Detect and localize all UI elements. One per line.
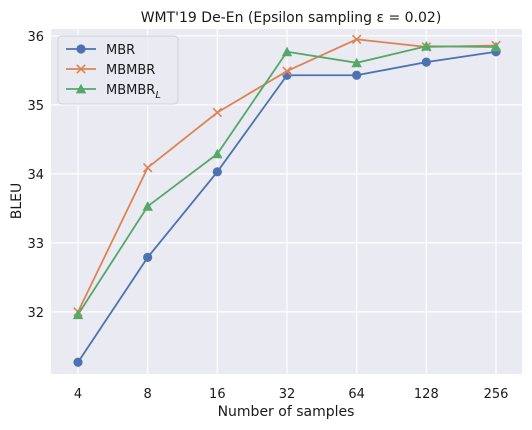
legend-mbmbr-point xyxy=(76,64,86,74)
series-mbmbr-point xyxy=(212,107,223,118)
series-mbr-point xyxy=(212,167,222,177)
x-tick-label: 256 xyxy=(484,387,509,402)
series-mbmbr-l-point xyxy=(281,46,293,57)
y-axis-label: BLEU xyxy=(9,183,25,220)
x-tick-label: 64 xyxy=(348,387,365,402)
x-tick-label: 128 xyxy=(414,387,439,402)
legend-entry-mbr: MBR xyxy=(66,43,135,58)
x-tick-label: 4 xyxy=(74,387,82,402)
legend-mbmbr-l-point xyxy=(75,83,87,94)
legend-label: MBR xyxy=(106,43,135,58)
y-tick-label: 32 xyxy=(27,306,44,321)
y-tick-label: 36 xyxy=(27,30,44,45)
series-layer xyxy=(72,34,502,367)
legend-box xyxy=(57,35,179,105)
series-mbmbr-l-point xyxy=(212,148,223,159)
legend: MBR MBMBR MBMBRL xyxy=(57,35,179,105)
y-tick-labels: 32 33 34 35 36 xyxy=(27,30,44,321)
y-tick-label: 35 xyxy=(27,99,44,114)
series-mbr-point xyxy=(421,57,431,67)
chart-title: WMT'19 De-En (Epsilon sampling ε = 0.02) xyxy=(141,10,442,26)
x-tick-label: 8 xyxy=(144,387,152,402)
x-tick-label: 32 xyxy=(279,387,296,402)
legend-label: MBMBR xyxy=(106,63,155,78)
series-mbr-point xyxy=(352,70,362,80)
x-tick-label: 16 xyxy=(209,387,226,402)
y-tick-label: 33 xyxy=(27,237,44,252)
series-mbmbr-point xyxy=(282,66,292,76)
legend-label: MBMBRL xyxy=(106,83,161,101)
series-mbmbr-l-point xyxy=(142,201,153,211)
series-mbmbr-l xyxy=(72,41,502,320)
series-mbmbr-point xyxy=(142,162,153,173)
series-mbmbr-l-point xyxy=(490,41,502,52)
x-axis-label: Number of samples xyxy=(218,404,355,420)
legend-entry-mbmbr-l: MBMBRL xyxy=(66,83,161,101)
series-mbmbr-l-point xyxy=(351,57,362,68)
series-mbr-point xyxy=(143,252,153,262)
y-tick-label: 34 xyxy=(27,168,44,183)
legend-entry-mbmbr: MBMBR xyxy=(66,63,155,78)
legend-mbr-point xyxy=(76,44,86,54)
series-mbmbr-l-point xyxy=(421,41,432,51)
x-tick-labels: 4 8 16 32 64 128 256 xyxy=(74,387,509,402)
series-mbmbr-point xyxy=(351,34,362,45)
series-mbmbr-l-point xyxy=(72,309,84,320)
series-mbr-point xyxy=(73,357,83,367)
